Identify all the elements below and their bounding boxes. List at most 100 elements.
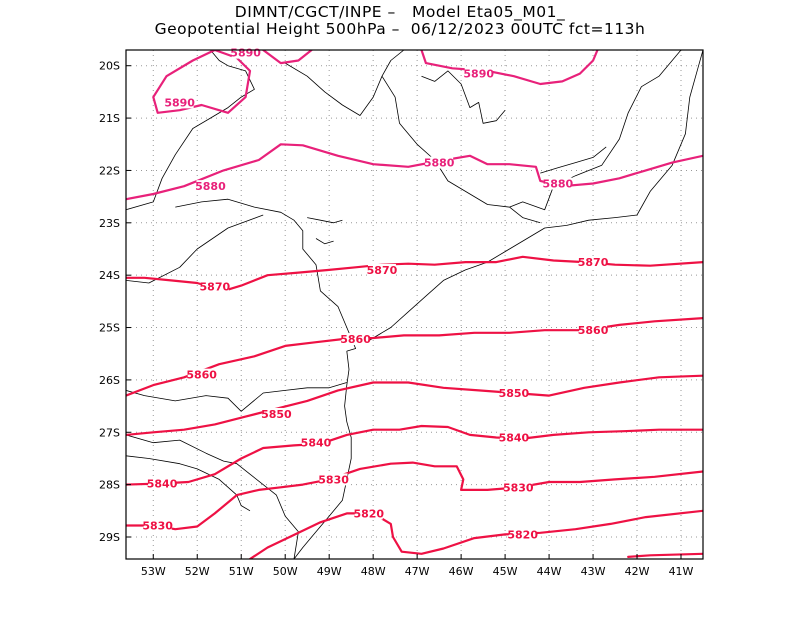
lon-tick-label: 49W bbox=[317, 565, 342, 578]
title-line-2: Geopotential Height 500hPa – 06/12/2023 … bbox=[154, 20, 646, 38]
contour-label-5830: 5830 bbox=[503, 481, 534, 494]
contour-label-layer: 5890 5890 5890 5880 5880 5880 5870 5870 5870 5860… bbox=[142, 46, 609, 541]
contour-label-bg bbox=[464, 67, 493, 80]
coastline-layer bbox=[126, 50, 703, 559]
contour-5830-line-0 bbox=[126, 461, 703, 531]
contour-label-5880: 5880 bbox=[195, 180, 226, 193]
coastline-11 bbox=[509, 206, 541, 224]
contour-label-bg bbox=[262, 407, 291, 420]
map-frame bbox=[125, 49, 704, 560]
contour-5840-line-0 bbox=[126, 424, 703, 486]
coastline-15 bbox=[315, 238, 334, 245]
contour-label-bg bbox=[508, 528, 537, 541]
contour-label-5880: 5880 bbox=[424, 157, 455, 170]
contour-label-5820: 5820 bbox=[353, 507, 384, 520]
lon-tick-label: 44W bbox=[537, 565, 562, 578]
coastline-2 bbox=[126, 382, 347, 412]
contour-label-5860: 5860 bbox=[186, 369, 217, 382]
lon-tick-label: 42W bbox=[625, 565, 650, 578]
coastline-1 bbox=[175, 198, 348, 328]
coastline-12 bbox=[540, 146, 607, 174]
title-line-1: DIMNT/CGCT/INPE – Model Eta05_M01_ bbox=[234, 3, 566, 21]
lon-tick-label: 48W bbox=[361, 565, 386, 578]
lon-tick-label: 50W bbox=[273, 565, 298, 578]
coastline-9 bbox=[284, 50, 405, 116]
contour-label-bg bbox=[301, 436, 330, 449]
lat-tick-label: 26S bbox=[99, 374, 120, 387]
lon-tick-label: 51W bbox=[229, 565, 254, 578]
contour-label-5840: 5840 bbox=[147, 478, 178, 491]
longitude-axis: 53W 52W 51W 50W 49W 48W 47W 46W 45W 44W 43W 42W 41W bbox=[141, 554, 694, 578]
contour-label-5830: 5830 bbox=[318, 473, 349, 486]
contour-label-5840: 5840 bbox=[301, 437, 332, 450]
contour-label-bg bbox=[341, 333, 370, 346]
lon-tick-label: 47W bbox=[405, 565, 430, 578]
graticule-grid bbox=[126, 50, 703, 559]
coastline-8 bbox=[126, 214, 264, 284]
contour-5890-line-1 bbox=[262, 50, 313, 65]
contour-label-bg bbox=[319, 473, 348, 486]
contour-label-5890: 5890 bbox=[164, 96, 195, 109]
contour-label-bg bbox=[543, 177, 572, 190]
lat-tick-label: 29S bbox=[99, 531, 120, 544]
contour-label-bg bbox=[579, 324, 608, 337]
coastline-4 bbox=[126, 455, 251, 512]
coastline-10 bbox=[381, 50, 682, 211]
contour-label-5850: 5850 bbox=[261, 408, 292, 421]
contour-5880-line-0 bbox=[126, 143, 703, 201]
contour-label-bg bbox=[499, 431, 528, 444]
contour-label-bg bbox=[143, 519, 172, 532]
lat-tick-label: 21S bbox=[99, 112, 120, 125]
lon-tick-label: 43W bbox=[581, 565, 606, 578]
lon-tick-label: 53W bbox=[141, 565, 166, 578]
lon-tick-label: 52W bbox=[185, 565, 210, 578]
contour-label-bg bbox=[196, 180, 225, 193]
lat-tick-label: 23S bbox=[99, 217, 120, 230]
contour-label-bg bbox=[499, 386, 528, 399]
contour-label-bg bbox=[425, 156, 454, 169]
contour-label-5890: 5890 bbox=[463, 68, 494, 81]
lat-tick-label: 27S bbox=[99, 426, 120, 439]
lat-tick-label: 22S bbox=[99, 164, 120, 177]
contour-label-bg bbox=[200, 280, 229, 293]
coastline-0 bbox=[126, 50, 255, 211]
contour-label-5870: 5870 bbox=[578, 256, 609, 269]
contour-label-bg bbox=[148, 477, 177, 490]
contour-label-bg bbox=[367, 263, 396, 276]
contour-label-bg bbox=[354, 507, 383, 520]
lon-tick-label: 41W bbox=[669, 565, 694, 578]
lon-tick-label: 45W bbox=[493, 565, 518, 578]
contour-5890-line-2 bbox=[420, 50, 599, 86]
contour-label-5850: 5850 bbox=[499, 387, 530, 400]
contour-label-5840: 5840 bbox=[499, 432, 530, 445]
contour-label-5860: 5860 bbox=[340, 333, 371, 346]
coastline-14 bbox=[307, 217, 343, 224]
map-title: DIMNT/CGCT/INPE – Model Eta05_M01_ Geopo… bbox=[0, 4, 800, 38]
contour-label-bg bbox=[187, 368, 216, 381]
contour-label-bg bbox=[579, 256, 608, 269]
contour-label-5820: 5820 bbox=[507, 528, 538, 541]
lat-tick-label: 25S bbox=[99, 322, 120, 335]
coastline-3 bbox=[126, 434, 299, 559]
lat-tick-label: 24S bbox=[99, 269, 120, 282]
coastline-5 bbox=[355, 50, 703, 341]
lat-tick-label: 28S bbox=[99, 479, 120, 492]
contour-5850-line-0 bbox=[126, 374, 703, 436]
coastline-6 bbox=[293, 351, 352, 559]
contour-label-bg bbox=[504, 481, 533, 494]
contour-label-bg bbox=[165, 96, 194, 109]
lon-tick-label: 46W bbox=[449, 565, 474, 578]
contour-layer bbox=[126, 50, 703, 559]
contour-5820-line-1 bbox=[627, 552, 703, 558]
lat-tick-label: 20S bbox=[99, 60, 120, 73]
coastline-13 bbox=[421, 70, 506, 124]
contour-label-5870: 5870 bbox=[200, 281, 231, 294]
contour-label-5880: 5880 bbox=[543, 178, 574, 191]
contour-label-5860: 5860 bbox=[578, 324, 609, 337]
contour-label-5890: 5890 bbox=[230, 47, 261, 60]
contour-label-5830: 5830 bbox=[142, 519, 173, 532]
contour-5820-line-0 bbox=[248, 509, 703, 559]
contour-label-5870: 5870 bbox=[367, 264, 398, 277]
latitude-axis: 20S 21S 22S 23S 24S 25S 26S 27S 28S 29S bbox=[99, 60, 131, 544]
